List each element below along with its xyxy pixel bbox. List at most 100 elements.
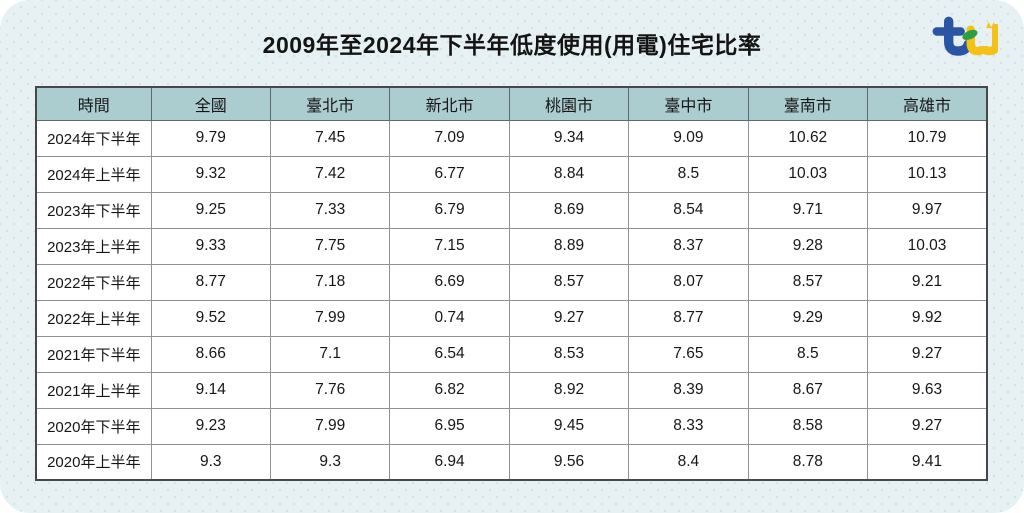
row-time-label: 2021年下半年 bbox=[35, 335, 152, 373]
value-cell: 9.79 bbox=[150, 119, 271, 157]
table-container: 時間 全國 臺北市 新北市 桃園市 臺中市 臺南市 高雄市 2024年下半年 9.79 7.45 7… bbox=[35, 86, 988, 481]
row-time-label: 2024年下半年 bbox=[35, 119, 152, 157]
value-cell: 9.09 bbox=[628, 119, 749, 157]
value-cell: 9.56 bbox=[508, 443, 630, 481]
value-cell: 8.53 bbox=[508, 335, 630, 373]
value-cell: 8.69 bbox=[508, 191, 630, 229]
value-cell: 10.13 bbox=[867, 155, 988, 193]
value-cell: 9.97 bbox=[867, 191, 988, 229]
header-cell: 臺南市 bbox=[747, 86, 869, 121]
value-cell: 7.42 bbox=[269, 155, 391, 193]
value-cell: 8.4 bbox=[628, 443, 749, 481]
row-time-label: 2021年上半年 bbox=[35, 371, 152, 409]
table-row: 2023年下半年 9.25 7.33 6.79 8.69 8.54 9.71 9.97 bbox=[35, 191, 988, 229]
value-cell: 8.5 bbox=[628, 155, 749, 193]
header-cell: 全國 bbox=[150, 86, 271, 121]
page-title: 2009年至2024年下半年低度使用(用電)住宅比率 bbox=[262, 32, 762, 58]
value-cell: 8.33 bbox=[628, 407, 749, 445]
value-cell: 0.74 bbox=[389, 299, 510, 337]
table-row: 2020年下半年 9.23 7.99 6.95 9.45 8.33 8.58 9.27 bbox=[35, 407, 988, 445]
header-cell: 桃園市 bbox=[508, 86, 630, 121]
row-time-label: 2020年下半年 bbox=[35, 407, 152, 445]
value-cell: 7.18 bbox=[269, 263, 391, 301]
value-cell: 8.5 bbox=[747, 335, 869, 373]
value-cell: 8.92 bbox=[508, 371, 630, 409]
value-cell: 8.77 bbox=[628, 299, 749, 337]
logo-green-pill bbox=[962, 29, 978, 40]
value-cell: 9.27 bbox=[867, 335, 988, 373]
row-time-label: 2022年下半年 bbox=[35, 263, 152, 301]
value-cell: 9.21 bbox=[867, 263, 988, 301]
value-cell: 6.54 bbox=[389, 335, 510, 373]
value-cell: 8.77 bbox=[150, 263, 271, 301]
table-row: 2022年下半年 8.77 7.18 6.69 8.57 8.07 8.57 9.21 bbox=[35, 263, 988, 301]
value-cell: 10.03 bbox=[867, 227, 988, 265]
value-cell: 8.39 bbox=[628, 371, 749, 409]
table-body: 2024年下半年 9.79 7.45 7.09 9.34 9.09 10.62 10.79 20… bbox=[35, 119, 988, 481]
value-cell: 8.37 bbox=[628, 227, 749, 265]
table-row: 2021年上半年 9.14 7.76 6.82 8.92 8.39 8.67 9.63 bbox=[35, 371, 988, 409]
logo-crown bbox=[986, 22, 997, 29]
table-row: 2024年上半年 9.32 7.42 6.77 8.84 8.5 10.03 10.13 bbox=[35, 155, 988, 193]
value-cell: 8.57 bbox=[508, 263, 630, 301]
value-cell: 8.54 bbox=[628, 191, 749, 229]
header-cell: 新北市 bbox=[389, 86, 510, 121]
data-table: 時間 全國 臺北市 新北市 桃園市 臺中市 臺南市 高雄市 2024年下半年 9.79 7.45 7… bbox=[35, 86, 988, 481]
table-row: 2020年上半年 9.3 9.3 6.94 9.56 8.4 8.78 9.41 bbox=[35, 443, 988, 481]
row-time-label: 2023年上半年 bbox=[35, 227, 152, 265]
value-cell: 6.77 bbox=[389, 155, 510, 193]
value-cell: 6.69 bbox=[389, 263, 510, 301]
value-cell: 8.84 bbox=[508, 155, 630, 193]
row-time-label: 2022年上半年 bbox=[35, 299, 152, 337]
row-time-label: 2024年上半年 bbox=[35, 155, 152, 193]
value-cell: 7.1 bbox=[269, 335, 391, 373]
logo-blue-t bbox=[944, 16, 973, 56]
value-cell: 6.79 bbox=[389, 191, 510, 229]
value-cell: 9.29 bbox=[747, 299, 869, 337]
value-cell: 9.32 bbox=[150, 155, 271, 193]
row-time-label: 2020年上半年 bbox=[35, 443, 152, 481]
value-cell: 9.27 bbox=[508, 299, 630, 337]
row-time-label: 2023年下半年 bbox=[35, 191, 152, 229]
value-cell: 9.23 bbox=[150, 407, 271, 445]
table-row: 2023年上半年 9.33 7.75 7.15 8.89 8.37 9.28 10.03 bbox=[35, 227, 988, 265]
header-cell: 高雄市 bbox=[867, 86, 988, 121]
value-cell: 8.58 bbox=[747, 407, 869, 445]
value-cell: 6.82 bbox=[389, 371, 510, 409]
value-cell: 9.41 bbox=[867, 443, 988, 481]
value-cell: 6.94 bbox=[389, 443, 510, 481]
value-cell: 8.66 bbox=[150, 335, 271, 373]
value-cell: 7.99 bbox=[269, 299, 391, 337]
value-cell: 9.25 bbox=[150, 191, 271, 229]
value-cell: 9.28 bbox=[747, 227, 869, 265]
value-cell: 10.03 bbox=[747, 155, 869, 193]
value-cell: 6.95 bbox=[389, 407, 510, 445]
value-cell: 7.76 bbox=[269, 371, 391, 409]
logo-yellow-w bbox=[966, 23, 998, 56]
table-row: 2024年下半年 9.79 7.45 7.09 9.34 9.09 10.62 10.79 bbox=[35, 119, 988, 157]
value-cell: 7.65 bbox=[628, 335, 749, 373]
value-cell: 7.45 bbox=[269, 119, 391, 157]
value-cell: 7.33 bbox=[269, 191, 391, 229]
value-cell: 8.57 bbox=[747, 263, 869, 301]
value-cell: 9.92 bbox=[867, 299, 988, 337]
value-cell: 10.62 bbox=[747, 119, 869, 157]
header-cell: 臺北市 bbox=[269, 86, 391, 121]
value-cell: 9.14 bbox=[150, 371, 271, 409]
value-cell: 8.67 bbox=[747, 371, 869, 409]
header-cell: 臺中市 bbox=[628, 86, 749, 121]
value-cell: 9.45 bbox=[508, 407, 630, 445]
value-cell: 9.33 bbox=[150, 227, 271, 265]
table-row: 2022年上半年 9.52 7.99 0.74 9.27 8.77 9.29 9.92 bbox=[35, 299, 988, 337]
value-cell: 8.78 bbox=[747, 443, 869, 481]
value-cell: 9.63 bbox=[867, 371, 988, 409]
header-cell: 時間 bbox=[35, 86, 152, 121]
value-cell: 10.79 bbox=[867, 119, 988, 157]
value-cell: 9.3 bbox=[269, 443, 391, 481]
value-cell: 8.07 bbox=[628, 263, 749, 301]
value-cell: 9.52 bbox=[150, 299, 271, 337]
value-cell: 9.34 bbox=[508, 119, 630, 157]
value-cell: 9.71 bbox=[747, 191, 869, 229]
value-cell: 9.27 bbox=[867, 407, 988, 445]
